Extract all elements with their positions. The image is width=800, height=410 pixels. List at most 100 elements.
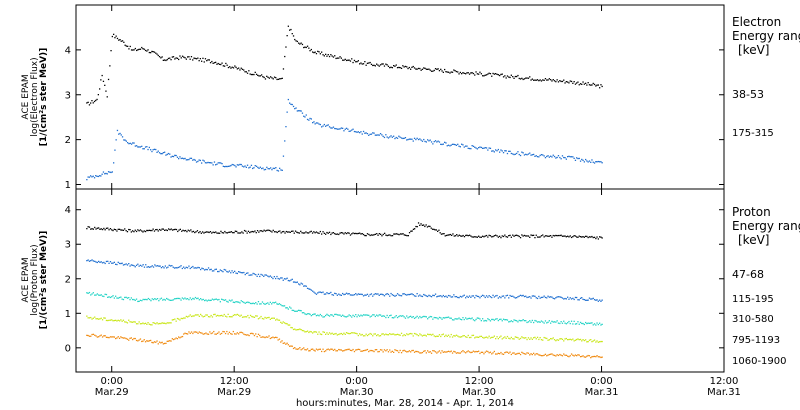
data-point	[437, 68, 439, 70]
data-point	[230, 164, 232, 167]
data-point	[144, 322, 147, 324]
data-point	[300, 110, 302, 112]
data-point	[132, 264, 134, 266]
data-point	[428, 316, 430, 319]
data-point	[404, 350, 407, 352]
data-point	[249, 73, 251, 75]
data-point	[94, 316, 96, 318]
data-point	[529, 296, 531, 298]
data-point	[572, 156, 574, 158]
data-point	[370, 63, 373, 65]
data-point	[233, 232, 235, 234]
data-point	[283, 305, 286, 307]
data-point	[318, 123, 320, 125]
data-point	[326, 292, 328, 294]
data-point	[463, 351, 465, 353]
data-point	[276, 318, 278, 320]
data-point	[197, 266, 199, 269]
data-point	[179, 55, 181, 57]
data-point	[601, 340, 603, 343]
data-point	[387, 293, 390, 296]
data-point	[496, 73, 498, 75]
data-point	[505, 150, 507, 152]
data-point	[497, 74, 499, 76]
data-point	[579, 297, 582, 299]
data-point	[212, 62, 214, 64]
data-point	[169, 229, 171, 231]
data-point	[148, 323, 150, 325]
data-point	[389, 333, 391, 335]
data-point	[219, 232, 221, 234]
data-point	[467, 296, 469, 298]
data-point	[455, 352, 458, 354]
data-point	[95, 294, 97, 296]
data-point	[171, 319, 173, 321]
data-point	[436, 317, 438, 319]
data-point	[277, 170, 280, 172]
data-point	[382, 135, 384, 137]
data-point	[376, 349, 378, 351]
data-point	[597, 160, 599, 163]
data-point	[184, 332, 186, 334]
data-point	[510, 236, 512, 238]
data-point	[419, 352, 421, 354]
data-point	[593, 355, 596, 358]
data-point	[600, 84, 602, 86]
data-point	[484, 235, 486, 237]
data-point	[88, 176, 91, 178]
data-point	[567, 296, 569, 298]
data-point	[285, 343, 287, 345]
data-point	[381, 235, 383, 237]
data-point	[488, 295, 490, 297]
data-point	[240, 272, 242, 274]
data-point	[284, 232, 286, 234]
data-point	[111, 35, 113, 38]
data-point	[423, 224, 425, 226]
data-point	[225, 232, 227, 234]
data-point	[579, 338, 582, 341]
data-point	[164, 322, 166, 324]
data-point	[273, 76, 276, 78]
data-point	[360, 62, 362, 64]
data-point	[600, 356, 602, 359]
data-point	[271, 337, 273, 339]
data-point	[595, 324, 597, 326]
data-point	[569, 338, 571, 340]
data-point	[455, 70, 458, 73]
data-point	[138, 48, 140, 50]
data-point	[291, 345, 293, 347]
data-point	[335, 293, 337, 295]
data-point	[573, 235, 575, 237]
data-point	[570, 156, 573, 158]
data-point	[325, 125, 327, 127]
data-point	[285, 46, 287, 48]
data-point	[440, 295, 442, 297]
data-point	[484, 296, 486, 299]
data-point	[424, 294, 426, 296]
data-point	[495, 73, 497, 75]
data-point	[359, 232, 361, 234]
data-point	[413, 67, 416, 69]
data-point	[281, 322, 283, 324]
data-point	[335, 128, 337, 130]
data-point	[269, 337, 271, 340]
data-point	[489, 147, 492, 149]
data-point	[410, 230, 412, 232]
data-point	[303, 347, 305, 349]
data-point	[342, 292, 344, 295]
data-point	[343, 315, 345, 317]
data-point	[559, 80, 561, 82]
data-point	[181, 267, 183, 270]
data-point	[465, 336, 467, 338]
data-point	[239, 232, 242, 234]
data-point	[204, 333, 206, 335]
data-point	[449, 351, 451, 353]
data-point	[368, 233, 370, 236]
data-point	[172, 319, 175, 321]
data-point	[437, 295, 439, 297]
data-point	[587, 341, 589, 343]
data-point	[381, 349, 383, 351]
data-point	[198, 159, 200, 161]
data-point	[234, 230, 236, 232]
data-point	[235, 272, 237, 274]
